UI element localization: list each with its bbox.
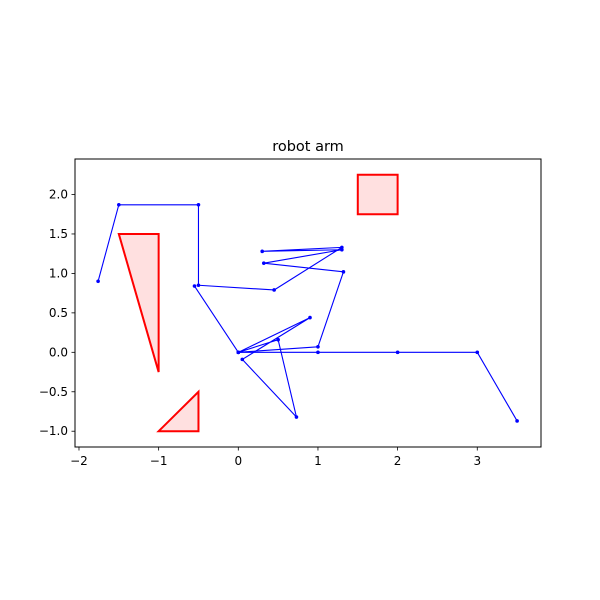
joint-point	[308, 315, 312, 320]
arm-1	[236, 350, 519, 423]
x-tick-label: 2	[394, 454, 402, 468]
joint-point	[515, 419, 519, 423]
x-tick-label: −2	[70, 454, 88, 468]
joint-point	[340, 245, 344, 250]
y-axis: −1.0 −0.5 0.0 0.5 1.0 1.5 2.0	[39, 188, 75, 438]
x-tick-label: 0	[234, 454, 242, 468]
joint-point	[196, 202, 201, 207]
joint-point	[294, 415, 299, 419]
y-tick-label: 0.5	[49, 306, 68, 320]
y-tick-label: 1.5	[49, 227, 68, 241]
joint-point	[236, 350, 241, 355]
y-tick-label: 0.0	[49, 345, 68, 359]
obstacles	[117, 173, 399, 433]
y-tick-label: 2.0	[49, 188, 68, 202]
joint-point	[272, 288, 276, 292]
plot-frame	[74, 158, 542, 448]
y-tick-label: 1.0	[49, 266, 68, 280]
chart-title: robot arm	[272, 139, 344, 155]
robot-arm-series	[96, 202, 519, 423]
y-tick-label: −1.0	[39, 424, 68, 438]
joint-point	[276, 337, 280, 342]
joint-point	[260, 249, 264, 254]
obstacle-1	[117, 232, 160, 373]
obstacle-3	[356, 173, 399, 216]
joint-point	[192, 284, 197, 288]
joint-point	[261, 261, 266, 265]
obstacle-2	[156, 389, 200, 433]
joint-point	[196, 283, 201, 288]
arm-3	[192, 284, 312, 419]
joint-point	[475, 350, 480, 355]
joint-point	[395, 350, 400, 355]
joint-point	[96, 279, 100, 284]
arm-2-line	[97, 204, 344, 353]
joint-point	[316, 350, 320, 355]
joint-point	[240, 357, 245, 362]
joint-point	[316, 344, 320, 349]
joint-point	[117, 202, 121, 207]
x-axis: −2 −1 0 1 2 3	[70, 447, 481, 468]
x-tick-label: −1	[150, 454, 168, 468]
joint-point	[341, 270, 346, 274]
x-tick-label: 3	[473, 454, 481, 468]
x-tick-label: 1	[314, 454, 322, 468]
y-tick-label: −0.5	[39, 385, 68, 399]
